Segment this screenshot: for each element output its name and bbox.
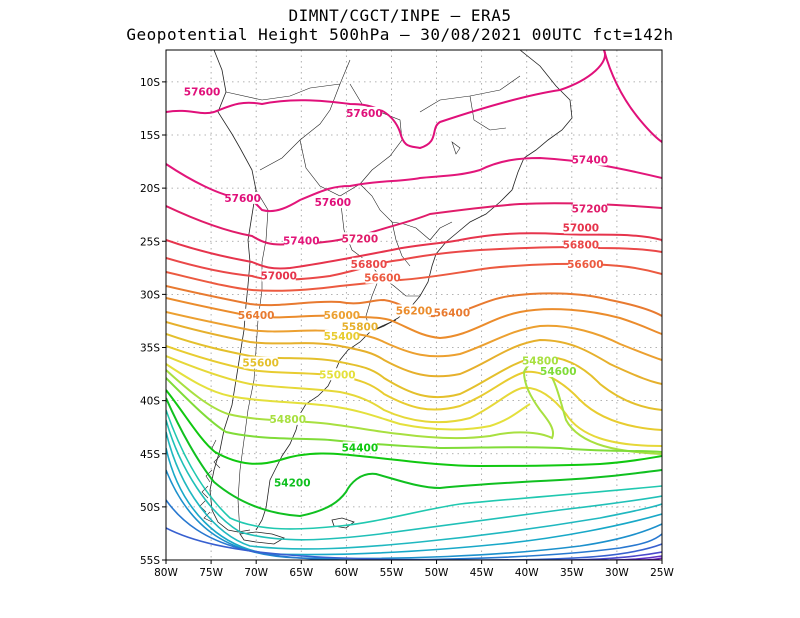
- y-tick-label: 55S: [140, 555, 160, 567]
- y-tick-label: 15S: [140, 130, 160, 142]
- contour-label: 56600: [567, 259, 604, 271]
- contour-label: 56800: [563, 240, 600, 252]
- x-tick-label: 25W: [650, 567, 674, 579]
- contour-label: 55600: [242, 358, 279, 370]
- contour-cold-1: [166, 410, 662, 529]
- contour-label: 57600: [315, 197, 352, 209]
- contour-label: 56600: [364, 273, 401, 285]
- y-tick-label: 50S: [140, 502, 160, 514]
- y-tick-label: 35S: [140, 343, 160, 355]
- contour-label: 57400: [572, 155, 609, 167]
- y-tick-label: 10S: [140, 77, 160, 89]
- contour-57600-north-b: [604, 50, 662, 142]
- coastline-layer: [200, 50, 572, 544]
- contour-label: 54200: [274, 478, 311, 490]
- x-tick-label: 75W: [199, 567, 223, 579]
- contour-cold-5: [166, 470, 662, 559]
- x-tick-label: 55W: [380, 567, 404, 579]
- contour-label: 57200: [572, 204, 609, 216]
- contour-label: 57200: [342, 233, 379, 245]
- contour-label: 56000: [324, 310, 361, 322]
- contour-label: 57600: [224, 193, 261, 205]
- contour-label: 54400: [342, 443, 379, 455]
- contour-label: 54600: [540, 366, 577, 378]
- x-tick-label: 50W: [425, 567, 449, 579]
- contour-label: 54800: [269, 414, 306, 426]
- contour-label: 56800: [351, 259, 388, 271]
- contour-label: 55000: [319, 369, 356, 381]
- x-tick-label: 45W: [470, 567, 494, 579]
- x-tick-label: 80W: [154, 567, 178, 579]
- contour-label: 57400: [283, 235, 320, 247]
- contour-label: 56400: [238, 310, 275, 322]
- contour-label: 57600: [346, 108, 383, 120]
- x-tick-label: 40W: [515, 567, 539, 579]
- contour-label: 57000: [260, 270, 297, 282]
- contour-54800: [166, 363, 662, 454]
- y-tick-label: 40S: [140, 396, 160, 408]
- y-tick-label: 45S: [140, 449, 160, 461]
- x-tick-label: 70W: [244, 567, 268, 579]
- contour-label: 56200: [396, 306, 433, 318]
- contour-label: 57600: [184, 87, 221, 99]
- x-tick-label: 65W: [289, 567, 313, 579]
- contour-label: 56400: [434, 308, 471, 320]
- x-tick-label: 35W: [560, 567, 584, 579]
- contour-label: 57000: [563, 223, 600, 235]
- x-tick-label: 60W: [334, 567, 358, 579]
- x-tick-label: 30W: [605, 567, 629, 579]
- y-tick-label: 25S: [140, 236, 160, 248]
- contour-label: 55400: [324, 331, 361, 343]
- y-tick-label: 20S: [140, 183, 160, 195]
- contour-54400: [166, 390, 662, 466]
- y-tick-label: 30S: [140, 289, 160, 301]
